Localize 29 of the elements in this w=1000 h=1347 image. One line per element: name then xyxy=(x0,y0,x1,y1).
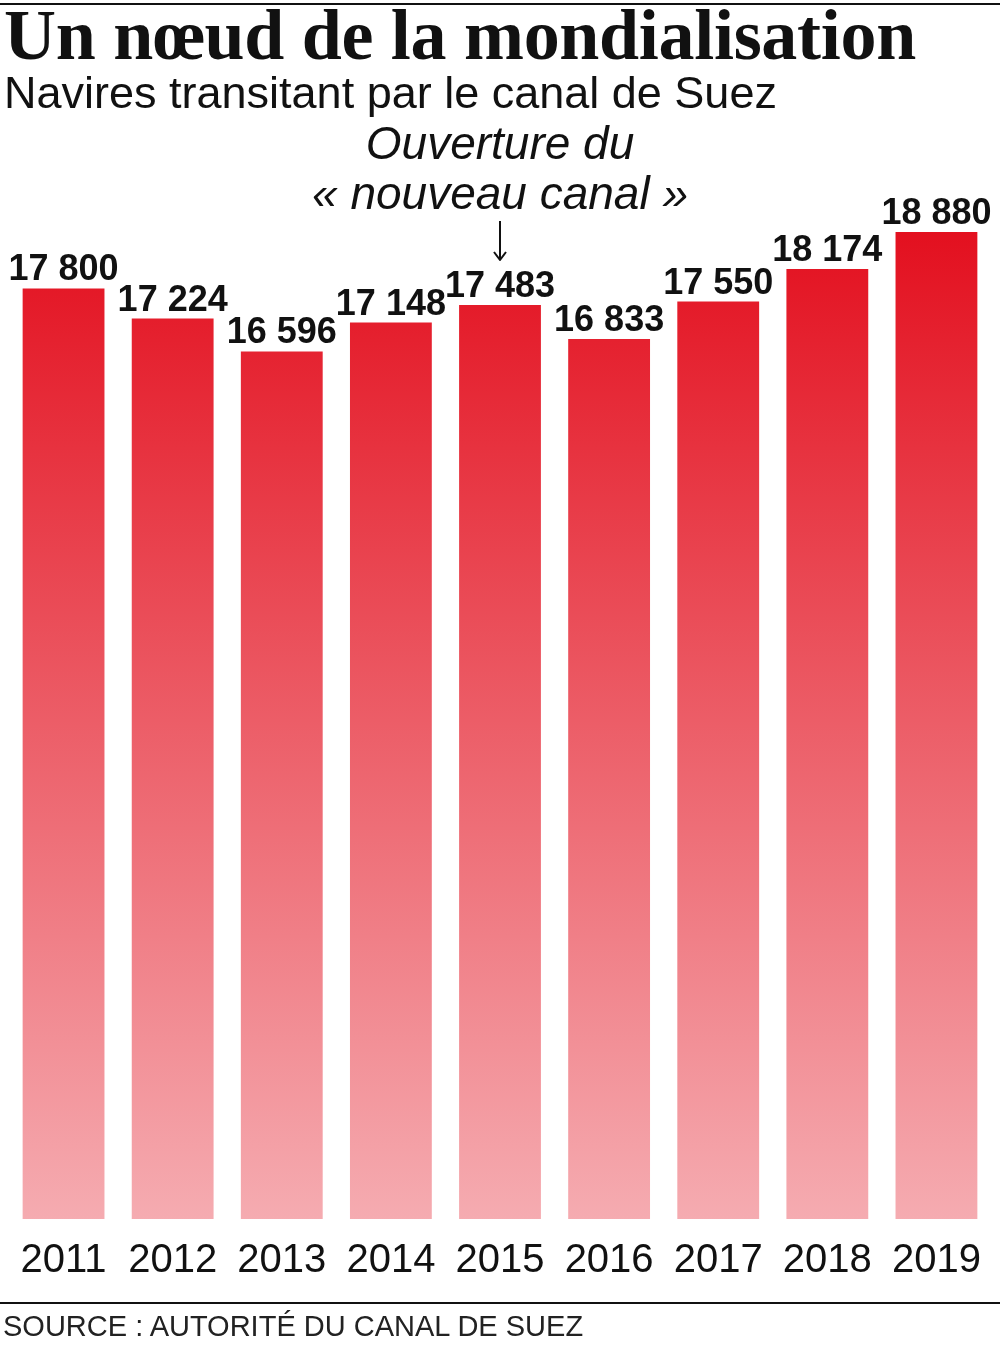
bar xyxy=(240,351,323,1219)
data-label: 16 833 xyxy=(554,298,665,340)
data-label: 17 800 xyxy=(8,247,119,289)
bar xyxy=(568,339,651,1219)
x-tick-label: 2017 xyxy=(673,1236,763,1281)
x-tick-label: 2011 xyxy=(20,1236,107,1281)
annotation: Ouverture du « nouveau canal » xyxy=(312,117,688,220)
bar xyxy=(349,322,432,1219)
x-tick-label: 2014 xyxy=(346,1236,436,1281)
bar xyxy=(786,268,869,1219)
bar xyxy=(459,305,541,1219)
bar xyxy=(131,318,214,1219)
data-label: 17 224 xyxy=(117,277,228,319)
data-label: 16 596 xyxy=(226,310,337,352)
data-label: 17 550 xyxy=(663,260,774,302)
bar xyxy=(22,288,105,1219)
data-label: 18 174 xyxy=(772,227,883,269)
x-tick-label: 2013 xyxy=(237,1236,327,1281)
data-label: 17 483 xyxy=(444,264,556,306)
bar xyxy=(895,232,978,1219)
x-tick-label: 2016 xyxy=(564,1236,654,1281)
x-tick-label: 2015 xyxy=(455,1236,545,1281)
data-label: 17 148 xyxy=(335,281,446,323)
x-tick-label: 2012 xyxy=(128,1236,218,1281)
source-note: SOURCE : AUTORITÉ DU CANAL DE SUEZ xyxy=(3,1310,584,1343)
bar xyxy=(677,301,760,1219)
data-label: 18 880 xyxy=(881,191,992,232)
x-tick-label: 2018 xyxy=(782,1236,872,1281)
x-tick-label: 2019 xyxy=(891,1236,981,1281)
